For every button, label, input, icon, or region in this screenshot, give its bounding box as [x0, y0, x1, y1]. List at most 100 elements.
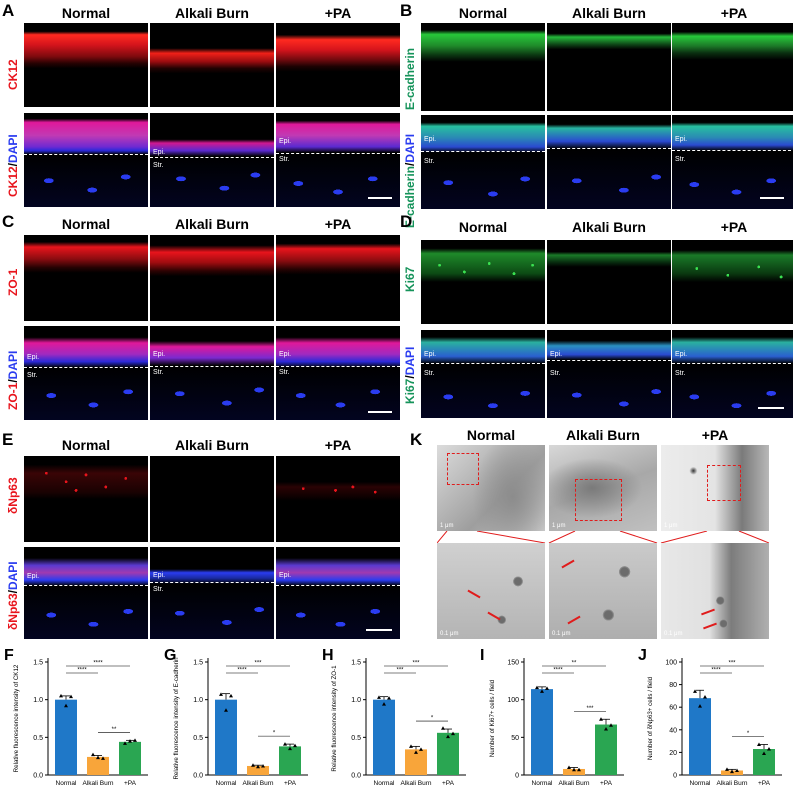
- layer-label-epi: Epi.: [27, 354, 40, 361]
- y-axis-label: Number of δNp63+ cells / field: [647, 676, 654, 760]
- scale-bar: [368, 197, 392, 199]
- micrograph-dnp63-pa: [276, 456, 400, 542]
- layer-label-str: Str.: [424, 370, 435, 377]
- micrograph-e-cadherin-pa: [672, 23, 793, 111]
- layer-label-str: Str.: [424, 158, 435, 165]
- micrograph-zo1-pa: [276, 235, 400, 321]
- column-header-alkali-burn: Alkali Burn: [175, 216, 249, 232]
- significance-label: **: [112, 727, 117, 733]
- micrograph-ki67-normal: [421, 240, 545, 324]
- micrograph-ck12-normal: [24, 23, 148, 107]
- bar: [405, 749, 427, 775]
- tem-zoom-normal: 0.1 μm: [437, 543, 545, 639]
- layer-label-str: Str.: [153, 586, 164, 593]
- column-header-normal: Normal: [61, 437, 111, 453]
- data-point: [123, 741, 127, 745]
- data-point: [101, 756, 105, 760]
- significance-label: *: [273, 731, 276, 737]
- panel-label-g: G: [164, 647, 176, 664]
- bar: [437, 732, 459, 775]
- row-label-e-cadherin: E-cadherin: [403, 47, 417, 110]
- arrow-icon: [467, 589, 481, 599]
- data-point: [59, 693, 63, 698]
- y-tick-label: 100: [507, 697, 519, 704]
- significance-label: ****: [93, 661, 103, 667]
- panel-label-k: K: [410, 430, 423, 449]
- y-tick-label: 1.5: [33, 660, 43, 667]
- row-label-ki67-dapi: Ki67/DAPI: [403, 346, 417, 404]
- panel-label-j: J: [638, 647, 647, 664]
- layer-label-epi: Epi.: [550, 351, 563, 358]
- micrograph-e-cadherin-dapi-normal: Epi. Str.: [421, 115, 545, 209]
- bar: [55, 699, 77, 775]
- layer-label-str: Str.: [675, 156, 686, 163]
- column-header-pa: +PA: [701, 427, 729, 443]
- panel-label-d: D: [400, 212, 413, 231]
- panel-label-a: A: [2, 1, 15, 20]
- x-tick-label: Alkali Burn: [400, 780, 431, 787]
- column-header-pa: +PA: [720, 219, 748, 235]
- significance-label: ***: [728, 661, 736, 667]
- bar: [531, 689, 553, 775]
- x-tick-label: +PA: [442, 780, 455, 787]
- x-tick-label: +PA: [600, 780, 613, 787]
- x-tick-label: Normal: [56, 780, 78, 787]
- y-tick-label: 1.0: [351, 697, 361, 704]
- scale-bar: [760, 197, 784, 199]
- panel-label-i: I: [480, 647, 484, 664]
- data-point: [545, 686, 549, 690]
- column-header-pa: +PA: [324, 5, 352, 21]
- column-header-pa: +PA: [720, 5, 748, 21]
- bar: [87, 756, 109, 775]
- significance-label: ****: [553, 668, 563, 674]
- panel-label-e: E: [2, 430, 14, 449]
- x-tick-label: Alkali Burn: [242, 780, 273, 787]
- micrograph-zo1-dapi-pa: Epi. Str.: [276, 326, 400, 420]
- y-tick-label: 20: [669, 750, 677, 757]
- panel-label-b: B: [400, 1, 413, 20]
- arrow-icon: [567, 615, 581, 625]
- micrograph-e-cadherin-alkali-burn: [547, 23, 671, 111]
- arrow-icon: [487, 611, 501, 621]
- panel-label-h: H: [322, 647, 334, 664]
- y-tick-label: 0.5: [193, 735, 203, 742]
- tem-image-normal: 1 μm: [437, 445, 545, 531]
- micrograph-zo1-normal: [24, 235, 148, 321]
- micrograph-zo1-dapi-normal: Epi. Str.: [24, 326, 148, 420]
- column-header-normal: Normal: [61, 216, 111, 232]
- data-point: [451, 731, 455, 736]
- micrograph-ki67-dapi-pa: Epi. Str.: [672, 330, 793, 418]
- arrow-icon: [561, 559, 575, 569]
- data-point: [69, 694, 73, 699]
- layer-label-epi: Epi.: [279, 351, 292, 358]
- y-tick-label: 100: [665, 660, 677, 667]
- x-tick-label: Normal: [216, 780, 238, 787]
- layer-label-epi: Epi.: [675, 351, 688, 358]
- micrograph-ck12-dapi-normal: [24, 113, 148, 207]
- y-tick-label: 0.0: [33, 773, 43, 780]
- data-point: [703, 695, 707, 699]
- micrograph-zo1-dapi-alkali-burn: Epi. Str.: [150, 326, 274, 420]
- data-point: [599, 717, 603, 721]
- layer-label-str: Str.: [153, 369, 164, 376]
- data-point: [64, 703, 68, 708]
- bar: [119, 741, 141, 775]
- data-point: [293, 743, 297, 748]
- y-tick-label: 1.0: [33, 697, 43, 704]
- micrograph-dnp63-normal: [24, 456, 148, 542]
- column-header-normal: Normal: [458, 219, 508, 235]
- panel-label-f: F: [4, 647, 14, 664]
- layer-label-epi: Epi.: [27, 573, 40, 580]
- row-label-ck12: CK12: [6, 59, 20, 90]
- bar: [753, 749, 775, 775]
- data-point: [419, 747, 423, 751]
- micrograph-ki67-dapi-normal: Epi. Str.: [421, 330, 545, 418]
- data-point: [224, 708, 228, 712]
- y-tick-label: 1.5: [351, 660, 361, 667]
- data-point: [762, 751, 766, 756]
- layer-label-str: Str.: [675, 370, 686, 377]
- y-axis-label: Number of Ki67+ cells / field: [489, 679, 496, 757]
- x-tick-label: Normal: [374, 780, 396, 787]
- micrograph-dnp63-dapi-pa: Epi.: [276, 547, 400, 639]
- bar: [689, 698, 711, 775]
